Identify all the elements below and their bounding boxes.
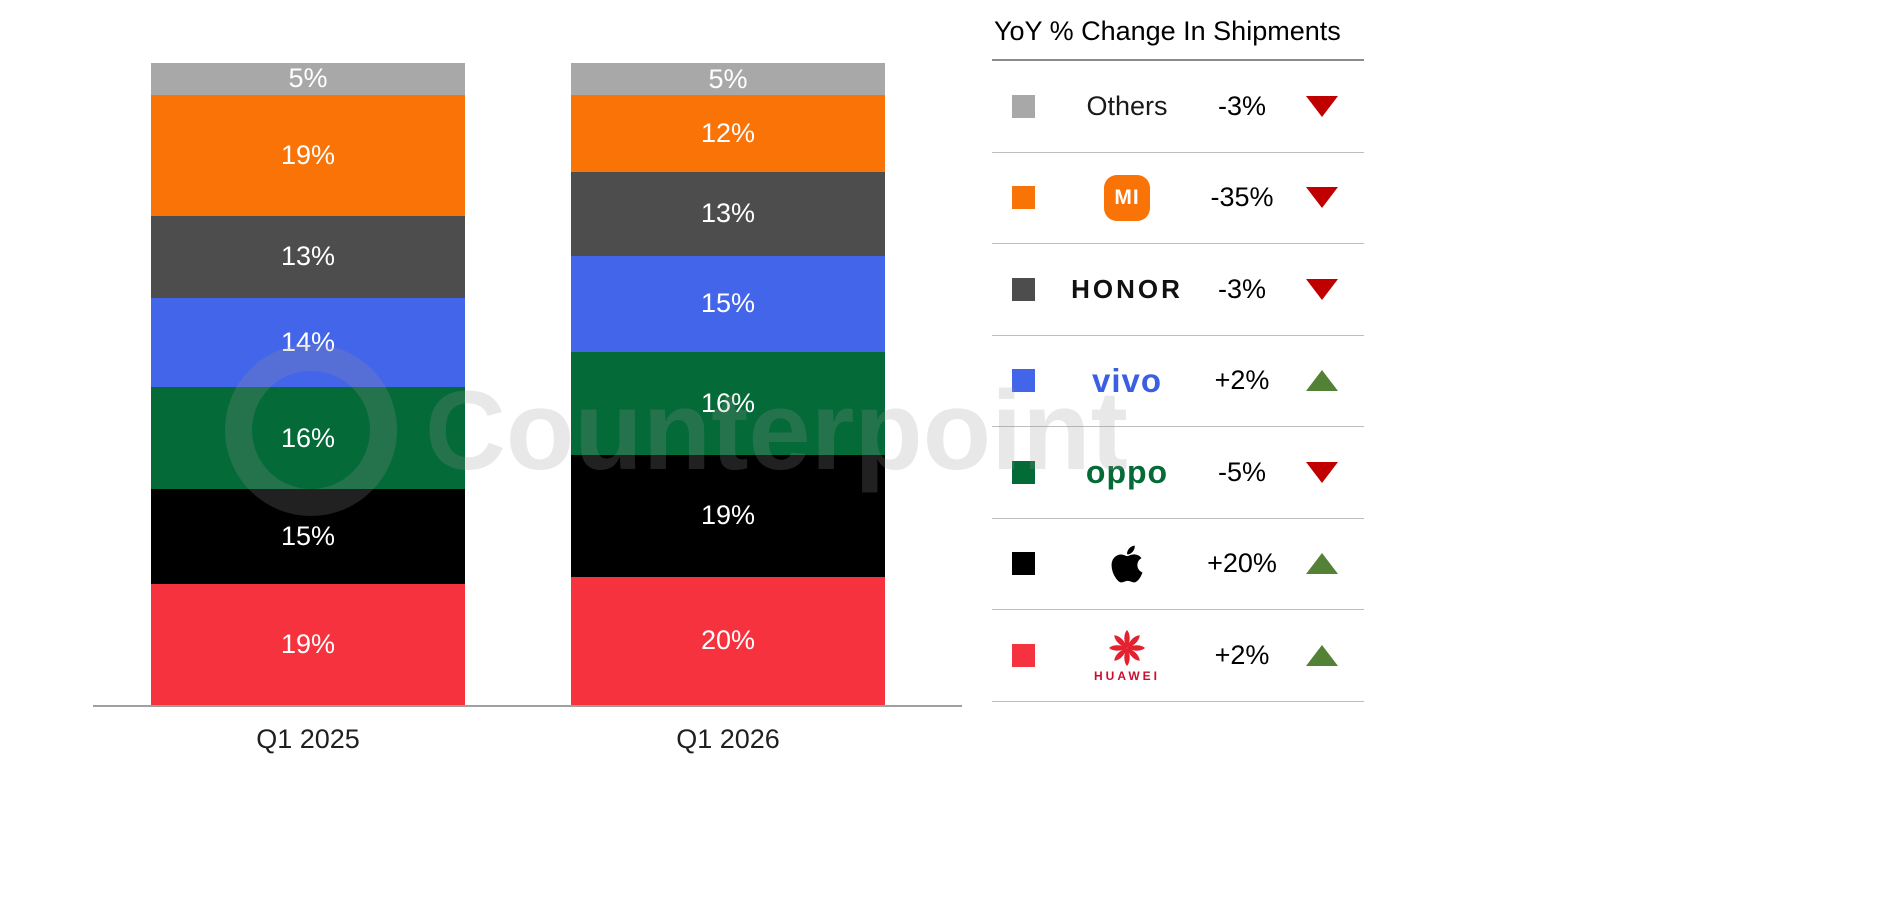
brand-cell: Others bbox=[1052, 91, 1202, 122]
segment-label: 19% bbox=[280, 139, 336, 170]
axis-label-q1-2025: Q1 2025 bbox=[256, 724, 360, 754]
change-value: -3% bbox=[1217, 273, 1266, 304]
brand-cell: vivo bbox=[1052, 362, 1202, 400]
bar-q1-2026: 5% 12% 13% 15% 16% 19% 20% bbox=[571, 63, 885, 705]
trend-up-icon bbox=[1306, 644, 1338, 666]
segment-label: 16% bbox=[700, 387, 756, 418]
huawei-flower-icon bbox=[1109, 629, 1145, 666]
segment-apple: 15% bbox=[151, 488, 465, 585]
segment-huawei: 19% bbox=[151, 584, 465, 705]
brand-swatch bbox=[1012, 186, 1035, 210]
segment-label: 14% bbox=[280, 327, 336, 358]
legend-row-oppo: oppo -5% bbox=[992, 427, 1364, 519]
change-value: +20% bbox=[1207, 548, 1277, 579]
trend-up-icon bbox=[1306, 370, 1338, 392]
legend-row-honor: HONOR -3% bbox=[992, 244, 1364, 336]
segment-apple: 19% bbox=[571, 454, 885, 577]
segment-label: 20% bbox=[700, 625, 756, 656]
swatch-cell bbox=[992, 369, 1052, 393]
bar-q1-2025: 5% 19% 13% 14% 16% 15% 19% bbox=[151, 63, 465, 705]
segment-label: 15% bbox=[280, 521, 336, 552]
swatch-cell bbox=[992, 94, 1052, 118]
brand-label-others: Others bbox=[1086, 90, 1168, 121]
segment-honor: 13% bbox=[151, 215, 465, 299]
brand-swatch bbox=[1012, 94, 1035, 118]
swatch-cell bbox=[992, 186, 1052, 210]
trend-cell bbox=[1282, 278, 1362, 300]
segment-honor: 13% bbox=[571, 172, 885, 256]
segment-xiaomi: 19% bbox=[151, 94, 465, 216]
huawei-wordmark: HUAWEI bbox=[1094, 668, 1160, 683]
segment-label: 13% bbox=[700, 198, 756, 229]
brand-swatch bbox=[1012, 460, 1035, 484]
legend-row-others: Others -3% bbox=[992, 61, 1364, 153]
xiaomi-mi-logo-icon: MI bbox=[1104, 174, 1150, 221]
trend-cell bbox=[1282, 370, 1362, 392]
segment-label: 5% bbox=[708, 63, 748, 94]
trend-cell bbox=[1282, 644, 1362, 666]
brand-swatch bbox=[1012, 277, 1035, 301]
trend-up-icon bbox=[1306, 553, 1338, 575]
oppo-wordmark: oppo bbox=[1085, 453, 1169, 490]
legend-title: YoY % Change In Shipments bbox=[992, 0, 1364, 61]
huawei-logo: HUAWEI bbox=[1094, 628, 1160, 683]
legend-row-apple: +20% bbox=[992, 519, 1364, 610]
trend-down-icon bbox=[1306, 278, 1338, 300]
segment-label: 19% bbox=[700, 500, 756, 531]
trend-cell bbox=[1282, 95, 1362, 117]
apple-logo-icon bbox=[1111, 545, 1143, 583]
brand-cell bbox=[1052, 543, 1202, 585]
brand-swatch bbox=[1012, 552, 1035, 576]
segment-label: 19% bbox=[280, 629, 336, 660]
legend-row-mi: MI -35% bbox=[992, 153, 1364, 244]
trend-down-icon bbox=[1306, 95, 1338, 117]
trend-cell bbox=[1282, 553, 1362, 575]
legend-row-huawei: HUAWEI +2% bbox=[992, 610, 1364, 702]
trend-down-icon bbox=[1306, 461, 1338, 483]
segment-huawei: 20% bbox=[571, 576, 885, 705]
brand-swatch bbox=[1012, 369, 1035, 393]
segment-others: 5% bbox=[151, 63, 465, 95]
segment-label: 13% bbox=[280, 241, 336, 272]
brand-swatch bbox=[1012, 643, 1035, 667]
segment-label: 16% bbox=[280, 422, 336, 453]
segment-others: 5% bbox=[571, 63, 885, 96]
segment-oppo: 16% bbox=[151, 387, 465, 489]
brand-cell: HONOR bbox=[1052, 274, 1202, 305]
brand-cell: HUAWEI bbox=[1052, 628, 1202, 683]
change-value: -3% bbox=[1217, 90, 1266, 121]
swatch-cell bbox=[992, 643, 1052, 667]
honor-wordmark: HONOR bbox=[1071, 273, 1183, 304]
legend-panel: YoY % Change In Shipments Others -3% MI -35… bbox=[992, 0, 1364, 702]
swatch-cell bbox=[992, 277, 1052, 301]
swatch-cell bbox=[992, 552, 1052, 576]
brand-cell: MI bbox=[1052, 174, 1202, 221]
segment-vivo: 15% bbox=[571, 255, 885, 352]
swatch-cell bbox=[992, 460, 1052, 484]
brand-cell: oppo bbox=[1052, 454, 1202, 491]
segment-vivo: 14% bbox=[151, 298, 465, 388]
change-value: -5% bbox=[1217, 456, 1266, 487]
change-value: +2% bbox=[1214, 639, 1270, 670]
segment-label: 15% bbox=[700, 288, 756, 319]
segment-label: 5% bbox=[288, 63, 328, 94]
trend-down-icon bbox=[1306, 187, 1338, 209]
change-value: +2% bbox=[1214, 365, 1270, 396]
segment-xiaomi: 12% bbox=[571, 95, 885, 173]
change-value: -35% bbox=[1210, 182, 1274, 213]
vivo-wordmark: vivo bbox=[1091, 361, 1163, 399]
legend-rows: Others -3% MI -35% HONOR -3% vivo +2% oppo -5% +20… bbox=[992, 61, 1364, 702]
legend-row-vivo: vivo +2% bbox=[992, 336, 1364, 427]
segment-label: 12% bbox=[700, 118, 756, 149]
segment-oppo: 16% bbox=[571, 351, 885, 455]
axis-label-q1-2026: Q1 2026 bbox=[676, 724, 780, 754]
trend-cell bbox=[1282, 187, 1362, 209]
trend-cell bbox=[1282, 461, 1362, 483]
x-axis-line bbox=[93, 705, 962, 707]
